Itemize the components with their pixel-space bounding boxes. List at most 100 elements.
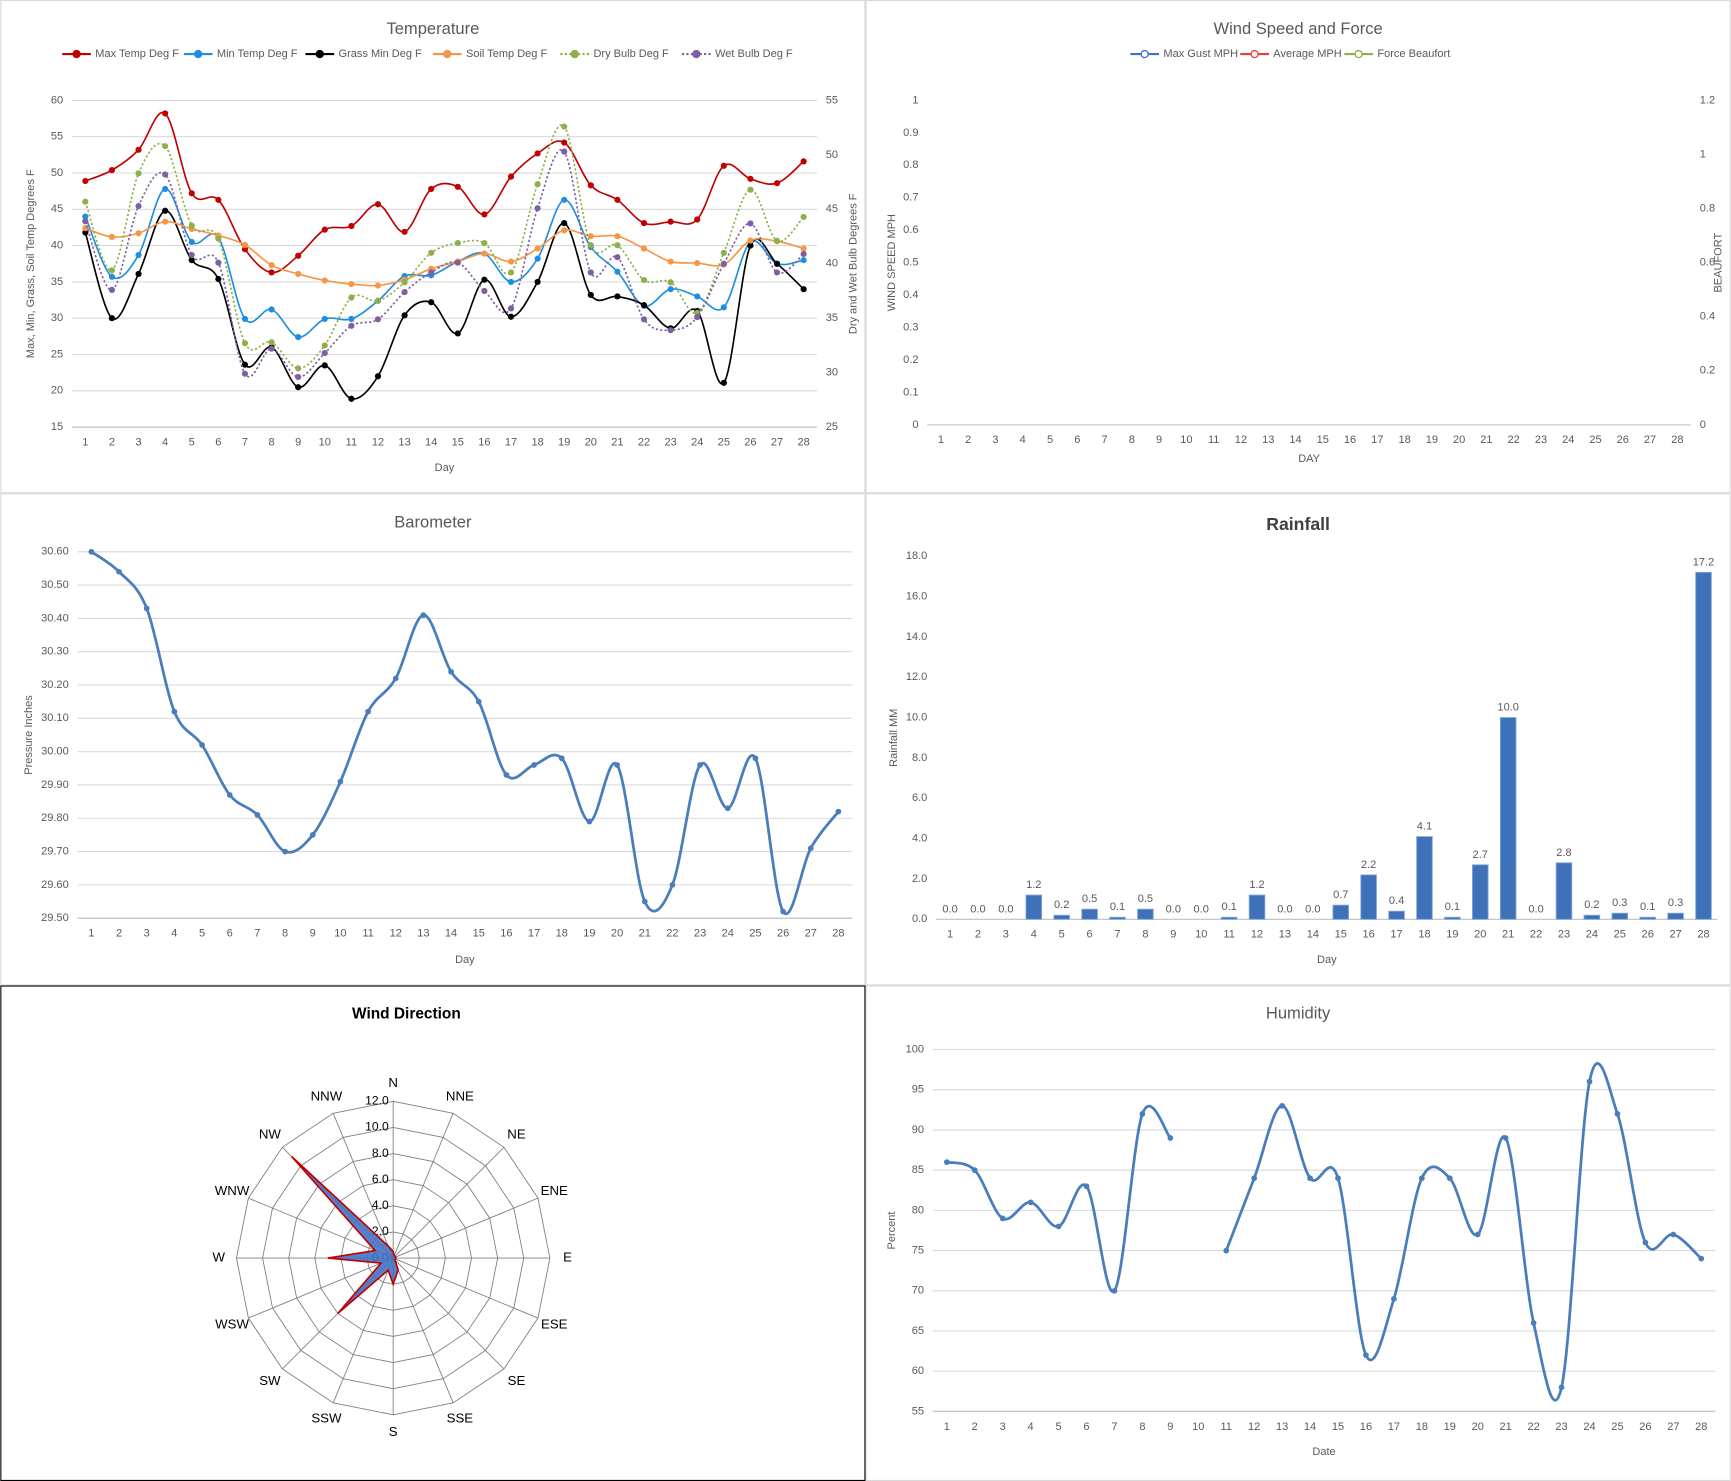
marker [614, 762, 620, 768]
marker [1586, 1078, 1593, 1085]
spoke [392, 1257, 454, 1404]
x-tick-label: 17 [505, 436, 517, 448]
marker [835, 808, 842, 815]
x-tick-label: 8 [1139, 1421, 1145, 1433]
data-label: 2.7 [1473, 849, 1488, 861]
marker [614, 196, 621, 203]
marker [392, 675, 399, 682]
bar [1583, 914, 1601, 920]
x-tick-label: 28 [1671, 434, 1683, 446]
marker [188, 222, 195, 229]
spoke [393, 1257, 539, 1319]
y-tick-label: 0.8 [903, 159, 918, 171]
x-tick-label: 21 [1480, 434, 1492, 446]
panel [0, 493, 866, 986]
x-tick-label: 16 [500, 928, 512, 940]
marker [773, 260, 781, 267]
x-tick-label: 12 [390, 928, 402, 940]
marker [268, 306, 275, 313]
r-tick-label: 12.0 [365, 1094, 389, 1108]
marker [162, 207, 169, 214]
data-label: 0.1 [1640, 901, 1655, 913]
x-tick-label: 20 [1474, 929, 1486, 941]
marker [800, 245, 807, 252]
y-tick-label: 29.50 [41, 912, 69, 924]
x-tick-label: 20 [1453, 434, 1465, 446]
marker [534, 181, 541, 188]
marker [640, 245, 648, 252]
marker [135, 202, 142, 210]
marker [143, 605, 150, 612]
legend-marker [443, 49, 452, 59]
marker [561, 227, 568, 234]
marker [321, 315, 328, 323]
marker [481, 239, 488, 247]
marker [374, 282, 382, 289]
marker [800, 158, 807, 165]
chart-title: Wind Direction [352, 1005, 461, 1022]
category-label: ENE [541, 1183, 568, 1198]
marker [454, 239, 461, 247]
x-tick-label: 16 [1363, 929, 1375, 941]
x-tick-label: 13 [417, 928, 429, 940]
x-tick-label: 3 [1003, 929, 1009, 941]
category-label: NE [507, 1126, 526, 1141]
x-tick-label: 10 [1192, 1421, 1204, 1433]
x-tick-label: 18 [531, 436, 543, 448]
x-axis-title: Day [1317, 954, 1337, 966]
marker [282, 848, 288, 855]
marker [108, 233, 116, 240]
x-tick-label: 28 [1697, 929, 1709, 941]
data-label: 1.2 [1249, 879, 1264, 891]
data-label: 0.0 [970, 903, 985, 915]
data-label: 1.2 [1026, 879, 1041, 891]
marker [503, 772, 510, 778]
y2-tick-label: 30 [826, 367, 838, 379]
legend-label: Force Beaufort [1377, 48, 1450, 60]
marker [188, 190, 195, 197]
data-label: 0.0 [998, 903, 1013, 915]
marker [268, 339, 275, 346]
marker [135, 251, 142, 259]
marker [587, 291, 594, 299]
category-label: NNE [446, 1088, 474, 1103]
y-tick-label: 18.0 [906, 550, 927, 562]
marker [531, 762, 537, 768]
y-tick-label: 30 [51, 312, 63, 324]
y2-tick-label: 0.2 [1700, 365, 1715, 377]
marker [295, 333, 302, 341]
y-tick-label: 0.1 [903, 386, 918, 398]
marker [1251, 1175, 1258, 1182]
x-tick-label: 17 [528, 928, 540, 940]
marker [241, 246, 249, 253]
marker [135, 146, 142, 153]
y-axis-title: Pressure Inches [23, 695, 35, 775]
line [84, 188, 804, 338]
x-tick-label: 26 [744, 436, 756, 448]
data-label: 0.0 [942, 903, 957, 915]
y-tick-label: 55 [51, 131, 63, 143]
y-tick-label: 40 [51, 240, 63, 252]
y-tick-label: 95 [912, 1084, 924, 1096]
x-tick-label: 26 [1639, 1421, 1651, 1433]
marker [82, 177, 89, 185]
marker [348, 315, 355, 323]
x-tick-label: 6 [1087, 929, 1093, 941]
y-tick-label: 75 [912, 1245, 924, 1257]
x-tick-label: 9 [1167, 1421, 1173, 1433]
marker [1502, 1135, 1509, 1141]
marker [1167, 1135, 1174, 1141]
marker [773, 180, 781, 187]
marker [534, 255, 541, 262]
marker [587, 269, 594, 276]
x-tick-label: 17 [1390, 929, 1402, 941]
x-tick-label: 5 [1059, 929, 1065, 941]
x-tick-label: 15 [1317, 434, 1329, 446]
y-tick-label: 0.5 [903, 257, 918, 269]
marker [454, 259, 461, 266]
marker [454, 183, 461, 190]
x-tick-label: 4 [1028, 1421, 1034, 1433]
y-tick-label: 30.50 [41, 579, 69, 591]
x-tick-label: 24 [1586, 929, 1598, 941]
x-tick-label: 12 [1235, 434, 1247, 446]
